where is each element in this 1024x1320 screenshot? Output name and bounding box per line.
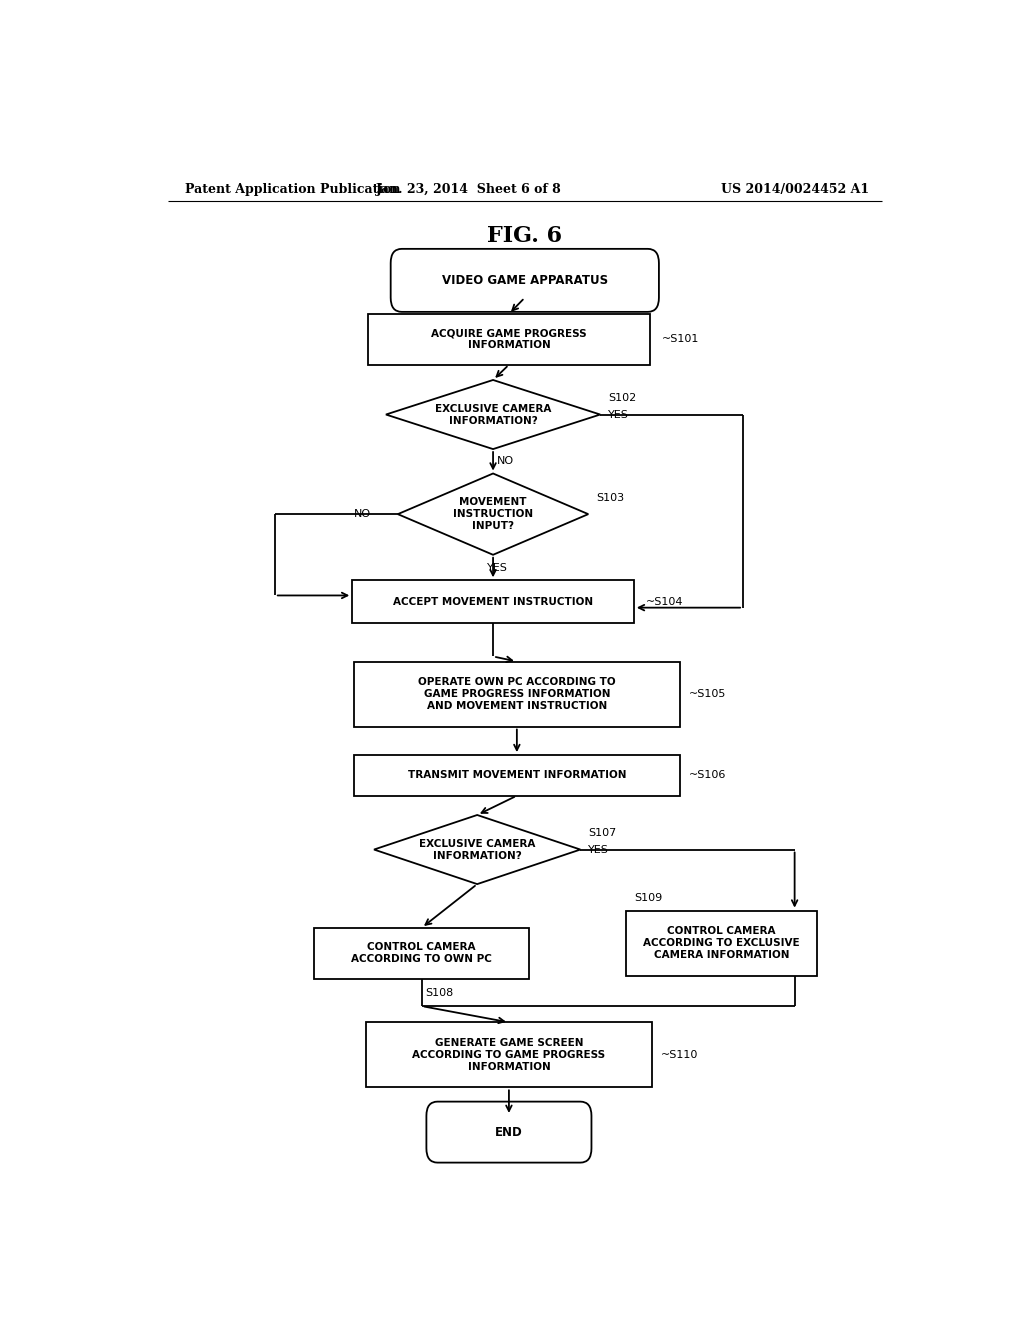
Text: VIDEO GAME APPARATUS: VIDEO GAME APPARATUS: [441, 273, 608, 286]
Text: FIG. 6: FIG. 6: [487, 224, 562, 247]
Text: S103: S103: [596, 492, 625, 503]
Text: NO: NO: [354, 510, 372, 519]
Polygon shape: [374, 814, 581, 884]
Text: YES: YES: [608, 409, 629, 420]
FancyBboxPatch shape: [391, 249, 658, 312]
FancyBboxPatch shape: [426, 1102, 592, 1163]
Text: ~S105: ~S105: [689, 689, 726, 700]
Text: S107: S107: [588, 828, 616, 838]
Text: ACQUIRE GAME PROGRESS
INFORMATION: ACQUIRE GAME PROGRESS INFORMATION: [431, 329, 587, 350]
Text: ~S106: ~S106: [689, 771, 726, 780]
FancyBboxPatch shape: [367, 1022, 651, 1088]
Text: ~S104: ~S104: [646, 597, 683, 607]
Text: EXCLUSIVE CAMERA
INFORMATION?: EXCLUSIVE CAMERA INFORMATION?: [435, 404, 551, 425]
Text: END: END: [495, 1126, 523, 1139]
Text: YES: YES: [486, 562, 508, 573]
FancyBboxPatch shape: [354, 661, 680, 726]
Text: S109: S109: [634, 894, 663, 903]
Text: Patent Application Publication: Patent Application Publication: [185, 183, 400, 197]
Polygon shape: [397, 474, 588, 554]
Polygon shape: [386, 380, 600, 449]
Text: US 2014/0024452 A1: US 2014/0024452 A1: [721, 183, 868, 197]
Text: NO: NO: [497, 457, 514, 466]
Text: CONTROL CAMERA
ACCORDING TO EXCLUSIVE
CAMERA INFORMATION: CONTROL CAMERA ACCORDING TO EXCLUSIVE CA…: [643, 927, 800, 960]
Text: GENERATE GAME SCREEN
ACCORDING TO GAME PROGRESS
INFORMATION: GENERATE GAME SCREEN ACCORDING TO GAME P…: [413, 1038, 605, 1072]
Text: S108: S108: [426, 987, 454, 998]
Text: ACCEPT MOVEMENT INSTRUCTION: ACCEPT MOVEMENT INSTRUCTION: [393, 597, 593, 607]
Text: EXCLUSIVE CAMERA
INFORMATION?: EXCLUSIVE CAMERA INFORMATION?: [419, 838, 536, 861]
Text: ~S101: ~S101: [662, 334, 699, 345]
FancyBboxPatch shape: [314, 928, 528, 978]
Text: ~S110: ~S110: [662, 1049, 698, 1060]
Text: S102: S102: [608, 393, 636, 404]
Text: OPERATE OWN PC ACCORDING TO
GAME PROGRESS INFORMATION
AND MOVEMENT INSTRUCTION: OPERATE OWN PC ACCORDING TO GAME PROGRES…: [418, 677, 615, 711]
FancyBboxPatch shape: [368, 314, 650, 364]
Text: YES: YES: [588, 845, 609, 854]
Text: CONTROL CAMERA
ACCORDING TO OWN PC: CONTROL CAMERA ACCORDING TO OWN PC: [351, 942, 493, 964]
FancyBboxPatch shape: [354, 755, 680, 796]
FancyBboxPatch shape: [352, 581, 634, 623]
Text: Jan. 23, 2014  Sheet 6 of 8: Jan. 23, 2014 Sheet 6 of 8: [377, 183, 562, 197]
Text: MOVEMENT
INSTRUCTION
INPUT?: MOVEMENT INSTRUCTION INPUT?: [453, 498, 534, 531]
Text: TRANSMIT MOVEMENT INFORMATION: TRANSMIT MOVEMENT INFORMATION: [408, 771, 626, 780]
FancyBboxPatch shape: [627, 911, 817, 975]
